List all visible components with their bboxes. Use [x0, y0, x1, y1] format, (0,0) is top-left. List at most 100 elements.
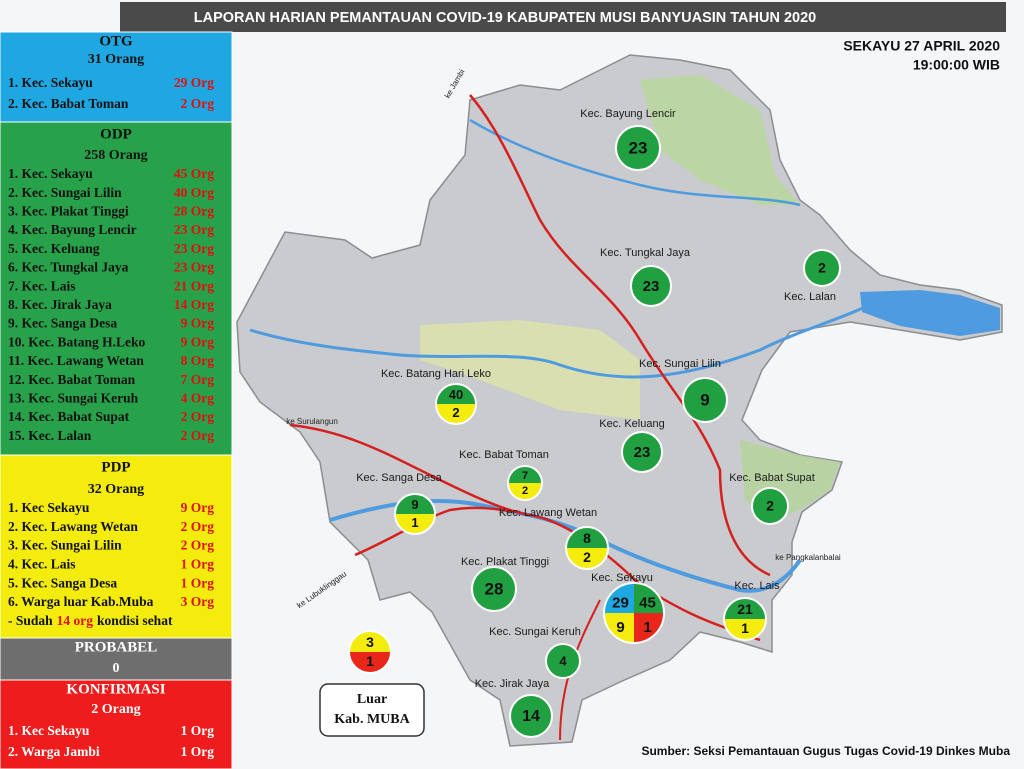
bubble-value: 1 — [643, 619, 651, 636]
item-count: 45 Org — [174, 166, 214, 181]
item-name: 13. Kec. Sungai Keruh — [8, 390, 139, 405]
bubble-bottom — [436, 404, 476, 424]
item-count: 9 Org — [181, 334, 215, 349]
item-name: 1. Kec Sekayu — [8, 723, 90, 738]
item-count: 1 Org — [181, 744, 215, 759]
bubble-value: 8 — [583, 530, 591, 546]
district-label: Kec. Lalan — [784, 291, 836, 303]
panel-total: 258 Orang — [84, 148, 147, 163]
header-title: LAPORAN HARIAN PEMANTAUAN COVID-19 KABUP… — [194, 10, 816, 26]
bubble-ring — [507, 465, 543, 501]
panel-probabel — [0, 637, 233, 681]
item-name: 5. Kec. Keluang — [8, 241, 100, 256]
panel-title: OTG — [99, 33, 133, 49]
panel-total: 31 Orang — [88, 52, 144, 67]
district-label: Kec. Sanga Desa — [356, 472, 442, 484]
item-name: 9. Kec. Sanga Desa — [8, 316, 117, 331]
report-date: SEKAYU 27 APRIL 2020 — [843, 38, 1000, 54]
bubble-bottom — [566, 548, 608, 569]
item-count: 1 Org — [181, 723, 215, 738]
district-label: Kec. Babat Toman — [459, 449, 549, 461]
bubble-value: 29 — [612, 594, 629, 611]
road-label: ke Surulangun — [286, 417, 338, 426]
item-count: 7 Org — [181, 372, 215, 387]
district-label: Kec. Jirak Jaya — [475, 678, 550, 690]
case-bubble: 72 — [507, 465, 543, 501]
case-bubble: 211 — [723, 597, 767, 641]
bubble-bottom — [395, 514, 435, 534]
bubble-top — [566, 527, 608, 548]
bubble-bottom — [349, 652, 391, 673]
item-count: 14 Org — [174, 297, 214, 312]
district-label: Kec. Sungai Lilin — [639, 358, 721, 370]
item-count: 2 Org — [181, 538, 215, 553]
note-suffix: kondisi sehat — [97, 613, 173, 628]
bubble-ring — [435, 383, 477, 425]
case-bubble: 2 — [803, 249, 841, 287]
case-bubble: 28 — [471, 566, 517, 612]
district-label: Kec. Sungai Keruh — [489, 626, 581, 638]
item-name: 6. Kec. Tungkal Jaya — [8, 260, 129, 275]
plantation-area — [420, 320, 640, 420]
item-count: 1 Org — [181, 556, 215, 571]
legend-label: Luar — [357, 692, 387, 707]
bubble-fill — [615, 125, 661, 171]
item-name: 15. Kec. Lalan — [8, 428, 92, 443]
district-label: Kec. Lais — [734, 580, 780, 592]
bubble-top — [724, 598, 766, 619]
bubble-value: 4 — [559, 653, 567, 668]
case-bubble: 4 — [545, 643, 581, 679]
panel-title: KONFIRMASI — [66, 681, 165, 697]
panel-total: 0 — [113, 661, 120, 676]
bubble-value: 28 — [485, 579, 504, 598]
item-name: 2. Kec. Sungai Lilin — [8, 185, 122, 200]
bubble-fill — [545, 643, 581, 679]
bubble-value: 3 — [366, 634, 374, 650]
case-bubble: 91 — [394, 493, 436, 535]
item-name: 2. Kec. Lawang Wetan — [8, 519, 138, 534]
panel-otg — [0, 31, 233, 123]
case-bubble: 14 — [509, 694, 553, 738]
item-count: 2 Org — [181, 409, 215, 424]
bubble-ring — [348, 630, 392, 674]
forest-area — [640, 75, 800, 205]
item-count: 2 Org — [181, 96, 215, 111]
panel-pdp — [0, 454, 233, 639]
item-count: 23 Org — [174, 241, 214, 256]
item-name: 12. Kec. Babat Toman — [8, 372, 136, 387]
header-bar — [120, 2, 1006, 32]
item-name: 3. Kec. Sungai Lilin — [8, 538, 122, 553]
bubble-top — [508, 466, 542, 483]
bubble-top — [436, 384, 476, 404]
item-name: 8. Kec. Jirak Jaya — [8, 297, 112, 312]
case-bubble: 31 — [348, 630, 392, 674]
bubble-ring — [394, 493, 436, 535]
note-prefix: - Sudah — [8, 613, 53, 628]
item-count: 29 Org — [174, 75, 214, 90]
river — [249, 298, 881, 379]
pdp-note: - Sudah 14 org kondisi sehat — [8, 613, 173, 628]
item-count: 9 Org — [181, 500, 215, 515]
main-road — [289, 423, 761, 642]
item-count: 21 Org — [174, 278, 214, 293]
district-label: Kec. Tungkal Jaya — [600, 247, 691, 259]
item-name: 6. Warga luar Kab.Muba — [8, 594, 154, 609]
case-bubble: 2 — [751, 487, 789, 525]
bubble-value: 2 — [818, 260, 826, 276]
bubble-value: 2 — [522, 485, 528, 497]
item-name: 14. Kec. Babat Supat — [8, 409, 130, 424]
item-count: 23 Org — [174, 222, 214, 237]
bubble-top — [349, 631, 391, 652]
item-name: 1. Kec. Sekayu — [8, 75, 93, 90]
case-bubble: 29 45 9 1 — [603, 582, 665, 644]
bubble-quadrant — [634, 613, 664, 643]
bubble-value: 23 — [634, 444, 651, 461]
bubble-fill — [803, 249, 841, 287]
legend-box — [319, 683, 425, 737]
bubble-top — [395, 494, 435, 514]
note-highlight: 14 org — [57, 613, 94, 628]
bubble-value: 23 — [629, 138, 648, 157]
